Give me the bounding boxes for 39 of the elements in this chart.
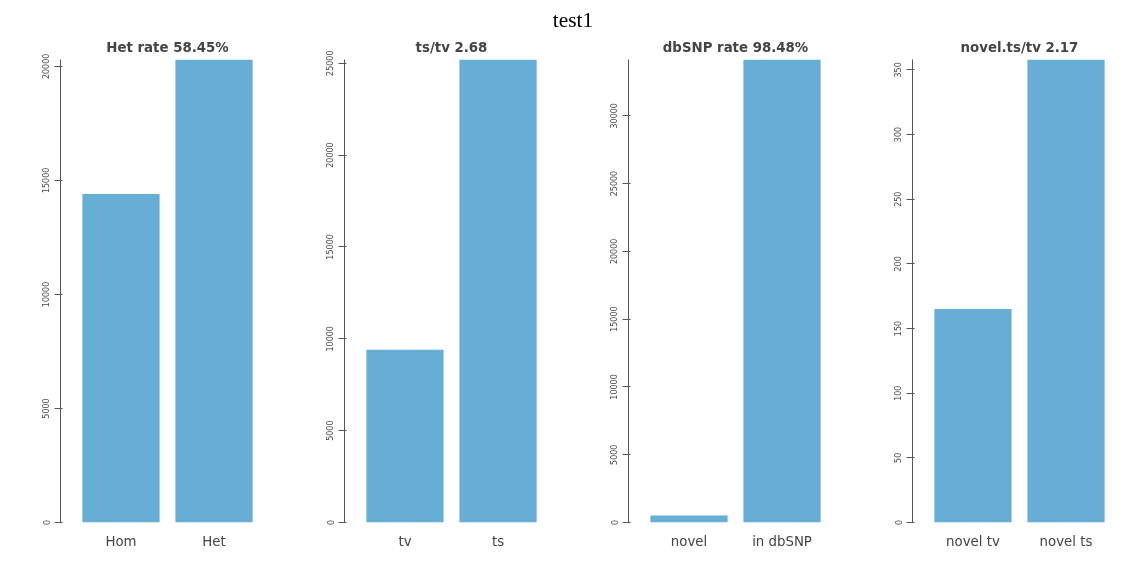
chart-title: Het rate 58.45% [106,39,229,55]
y-tick-label: 0 [894,519,904,526]
x-tick-label: in dbSNP [752,533,812,549]
y-tick-label: 150 [894,320,904,337]
y-tick-label: 10000 [326,326,336,352]
y-tick-label: 15000 [326,234,336,260]
y-tick-label: 100 [894,385,904,401]
chart-title: dbSNP rate 98.48% [662,39,809,55]
y-tick-label: 250 [894,191,904,207]
text: test1 [551,7,595,34]
y-tick-label: 200 [894,256,904,272]
y-tick-label: 20000 [610,238,620,265]
y-tick-label: 350 [894,62,904,78]
y-tick-label: 25000 [326,50,336,76]
x-tick-label: Het [202,533,226,549]
y-tick-label: 20000 [326,142,336,168]
x-tick-label: novel tv [946,533,1000,549]
y-tick-label: 50 [894,452,904,463]
y-tick-label: 25000 [610,170,620,197]
y-tick-label: 0 [42,519,52,526]
x-tick-label: ts [491,533,505,549]
y-tick-label: 5000 [326,420,336,441]
y-tick-label: 5000 [610,444,620,465]
y-tick-label: 20000 [42,53,52,80]
y-tick-label: 0 [326,519,336,526]
x-tick-label: novel ts [1039,533,1093,549]
y-tick-label: 30000 [610,103,620,129]
x-tick-label: Hom [105,533,137,549]
chart-title: ts/tv 2.68 [415,39,488,55]
y-tick-label: 0 [610,519,620,526]
y-tick-label: 300 [894,126,904,143]
x-tick-label: novel [670,533,708,549]
chart-title: novel.ts/tv 2.17 [960,39,1079,55]
y-tick-label: 10000 [610,374,620,400]
y-tick-label: 15000 [610,306,620,332]
x-tick-label: tv [398,533,412,549]
y-tick-label: 5000 [42,398,52,419]
y-tick-label: 15000 [42,167,52,194]
y-tick-label: 10000 [42,281,52,308]
